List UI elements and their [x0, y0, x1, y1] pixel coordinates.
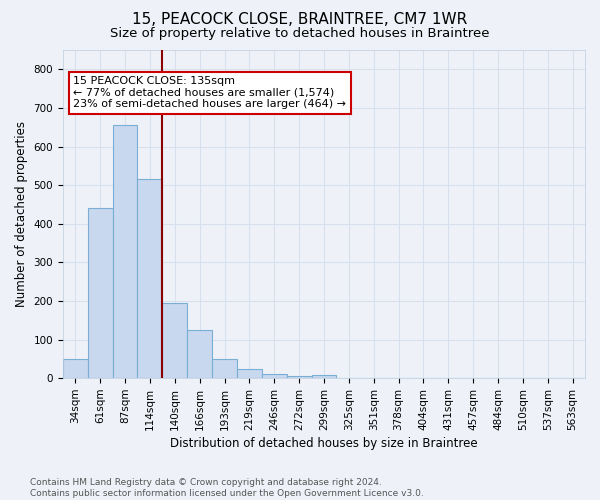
Bar [212, 359, 237, 378]
Bar [163, 303, 187, 378]
Bar [237, 368, 262, 378]
Bar [262, 374, 287, 378]
Text: Contains HM Land Registry data © Crown copyright and database right 2024.
Contai: Contains HM Land Registry data © Crown c… [30, 478, 424, 498]
Bar [113, 126, 137, 378]
X-axis label: Distribution of detached houses by size in Braintree: Distribution of detached houses by size … [170, 437, 478, 450]
Bar [137, 180, 163, 378]
Text: Size of property relative to detached houses in Braintree: Size of property relative to detached ho… [110, 28, 490, 40]
Bar [287, 376, 311, 378]
Text: 15, PEACOCK CLOSE, BRAINTREE, CM7 1WR: 15, PEACOCK CLOSE, BRAINTREE, CM7 1WR [133, 12, 467, 28]
Bar [88, 208, 113, 378]
Bar [311, 375, 337, 378]
Y-axis label: Number of detached properties: Number of detached properties [15, 121, 28, 307]
Bar [63, 359, 88, 378]
Bar [187, 330, 212, 378]
Text: 15 PEACOCK CLOSE: 135sqm
← 77% of detached houses are smaller (1,574)
23% of sem: 15 PEACOCK CLOSE: 135sqm ← 77% of detach… [73, 76, 346, 110]
